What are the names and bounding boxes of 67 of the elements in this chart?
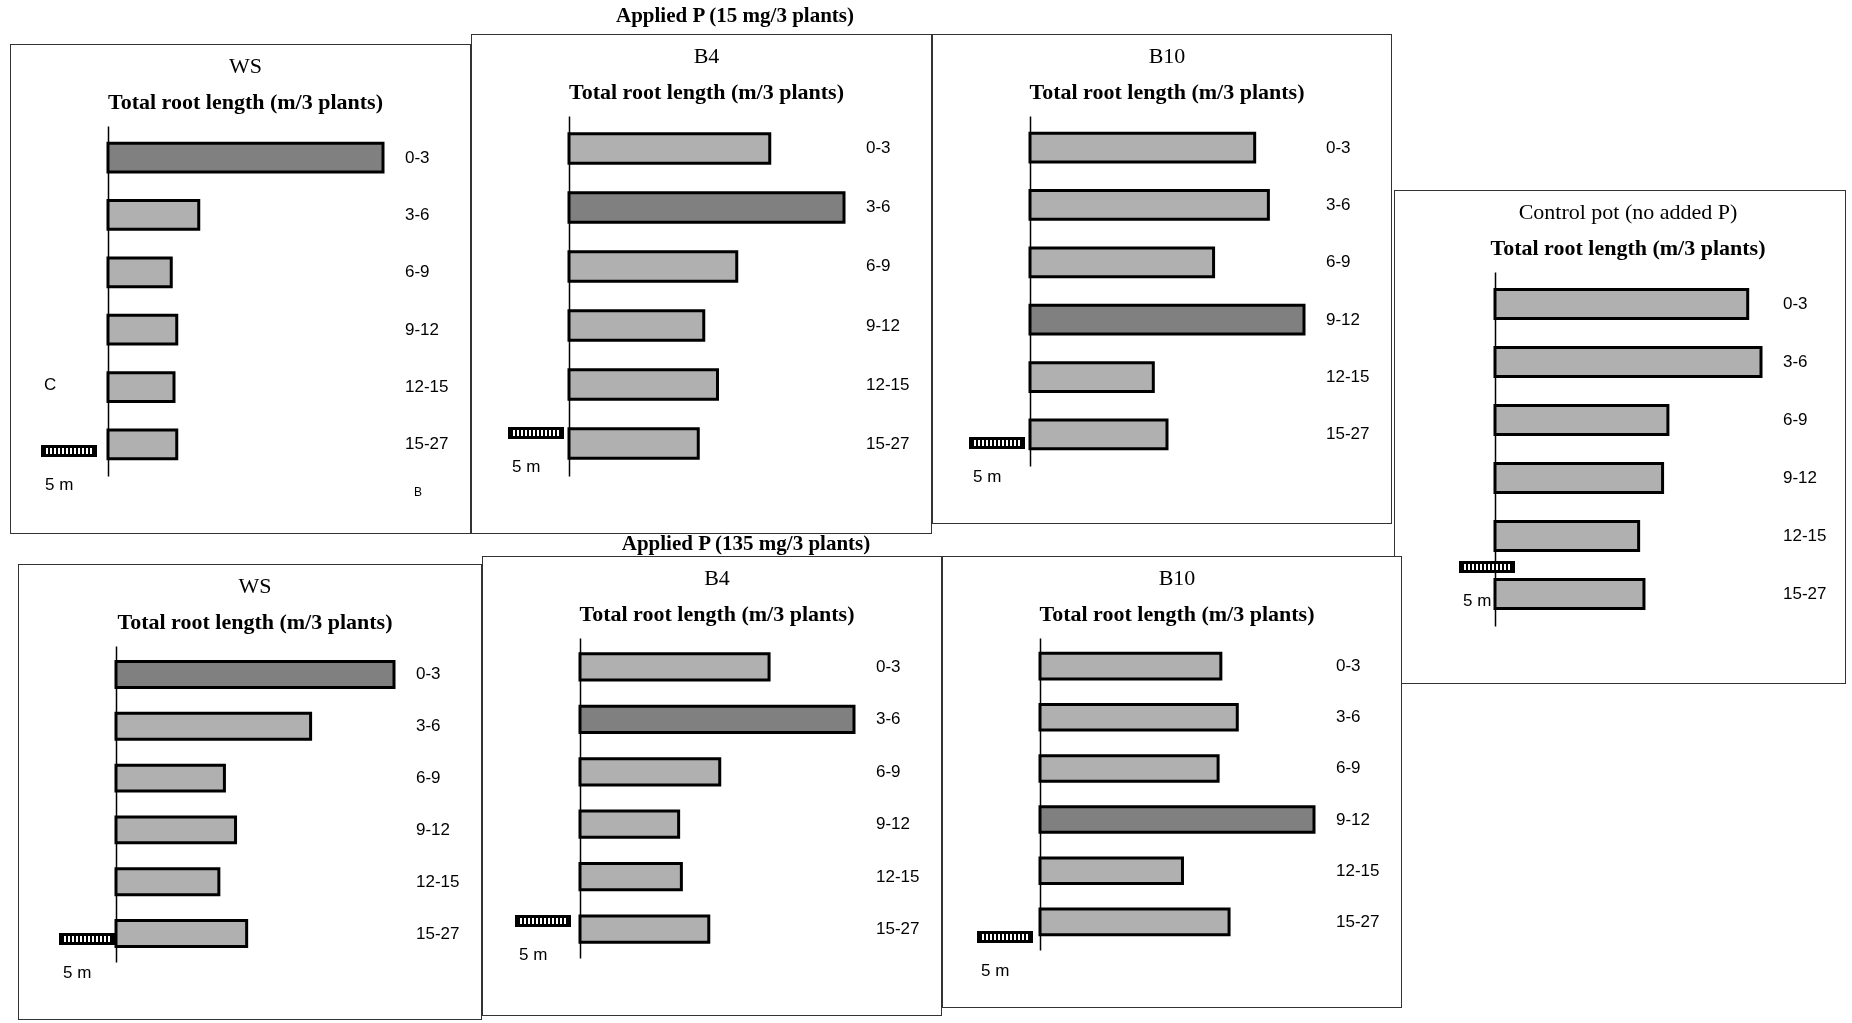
y-tick-label: 12-15 [1336,860,1380,880]
y-tick-label: 15-27 [405,434,449,454]
y-tick-label: 6-9 [866,256,891,276]
y-tick-label: 0-3 [416,664,441,684]
y-tick-label: 9-12 [866,315,901,335]
text: Applied P (135 mg/3 plants) [621,530,871,556]
y-tick-label: 6-9 [1783,409,1808,429]
text: 5 m [519,945,548,965]
y-tick-label: 9-12 [1326,309,1361,329]
chart-subtitle: Total root length (m/3 plants) [1039,601,1315,626]
chart-subtitle: Total root length (m/3 plants) [579,601,855,626]
chart-subtitle: Total root length (m/3 plants) [117,609,393,634]
y-tick-label: 0-3 [866,138,891,158]
y-tick-label: 3-6 [1336,707,1361,727]
chart-subtitle: Total root length (m/3 plants) [568,79,845,104]
y-tick-label: 0-3 [1326,137,1351,157]
y-tick-label: 12-15 [1783,526,1827,546]
y-tick-label: 6-9 [1326,252,1351,272]
y-tick-label: 9-12 [1783,468,1818,488]
y-tick-label: 3-6 [1326,194,1351,214]
y-tick-label: 0-3 [1336,656,1361,676]
y-tick-label: 15-27 [1326,424,1370,444]
chart-title: B10 [1158,565,1196,590]
y-tick-label: 6-9 [876,761,901,781]
y-tick-label: 12-15 [416,871,460,891]
y-tick-label: 0-3 [876,656,901,676]
chart-subtitle: Total root length (m/3 plants) [107,89,384,114]
text: 5 m [512,457,541,477]
chart-title: WS [229,53,262,78]
y-tick-label: 15-27 [416,923,460,943]
y-tick-label: 6-9 [416,768,441,788]
y-tick-label: 12-15 [1326,367,1370,387]
chart-subtitle: Total root length (m/3 plants) [1490,235,1766,260]
y-tick-label: 15-27 [1336,911,1380,931]
chart-title: B10 [1148,43,1186,68]
y-tick-label: 3-6 [1783,351,1808,371]
y-tick-label: 3-6 [416,716,441,736]
chart-title: WS [238,573,272,598]
y-tick-label: 3-6 [405,204,430,224]
chart-title: Control pot (no added P) [1518,199,1738,224]
text: 5 m [63,963,92,983]
chart-title: B4 [693,43,720,68]
chart-subtitle: Total root length (m/3 plants) [1029,79,1305,104]
text: Applied P (15 mg/3 plants) [615,2,855,28]
y-tick-label: 6-9 [1336,758,1361,778]
y-tick-label: 0-3 [1783,293,1808,313]
y-tick-label: 6-9 [405,262,430,282]
y-tick-label: 3-6 [876,709,901,729]
text: 5 m [973,467,1002,487]
y-tick-label: 12-15 [405,377,449,397]
text: 5 m [981,961,1010,981]
text: B [414,485,423,499]
y-tick-label: 15-27 [1783,584,1827,604]
text: C [44,375,57,395]
text: 5 m [1463,591,1492,611]
y-tick-label: 9-12 [876,814,911,834]
y-tick-label: 0-3 [405,147,430,167]
y-tick-label: 3-6 [866,197,891,217]
chart-title: B4 [704,565,730,590]
y-tick-label: 9-12 [416,819,451,839]
y-tick-label: 15-27 [876,919,920,939]
y-tick-label: 12-15 [876,866,920,886]
text: 5 m [45,475,74,495]
y-tick-label: 15-27 [866,433,910,453]
y-tick-label: 12-15 [866,374,910,394]
y-tick-label: 9-12 [1336,809,1371,829]
y-tick-label: 9-12 [405,319,440,339]
